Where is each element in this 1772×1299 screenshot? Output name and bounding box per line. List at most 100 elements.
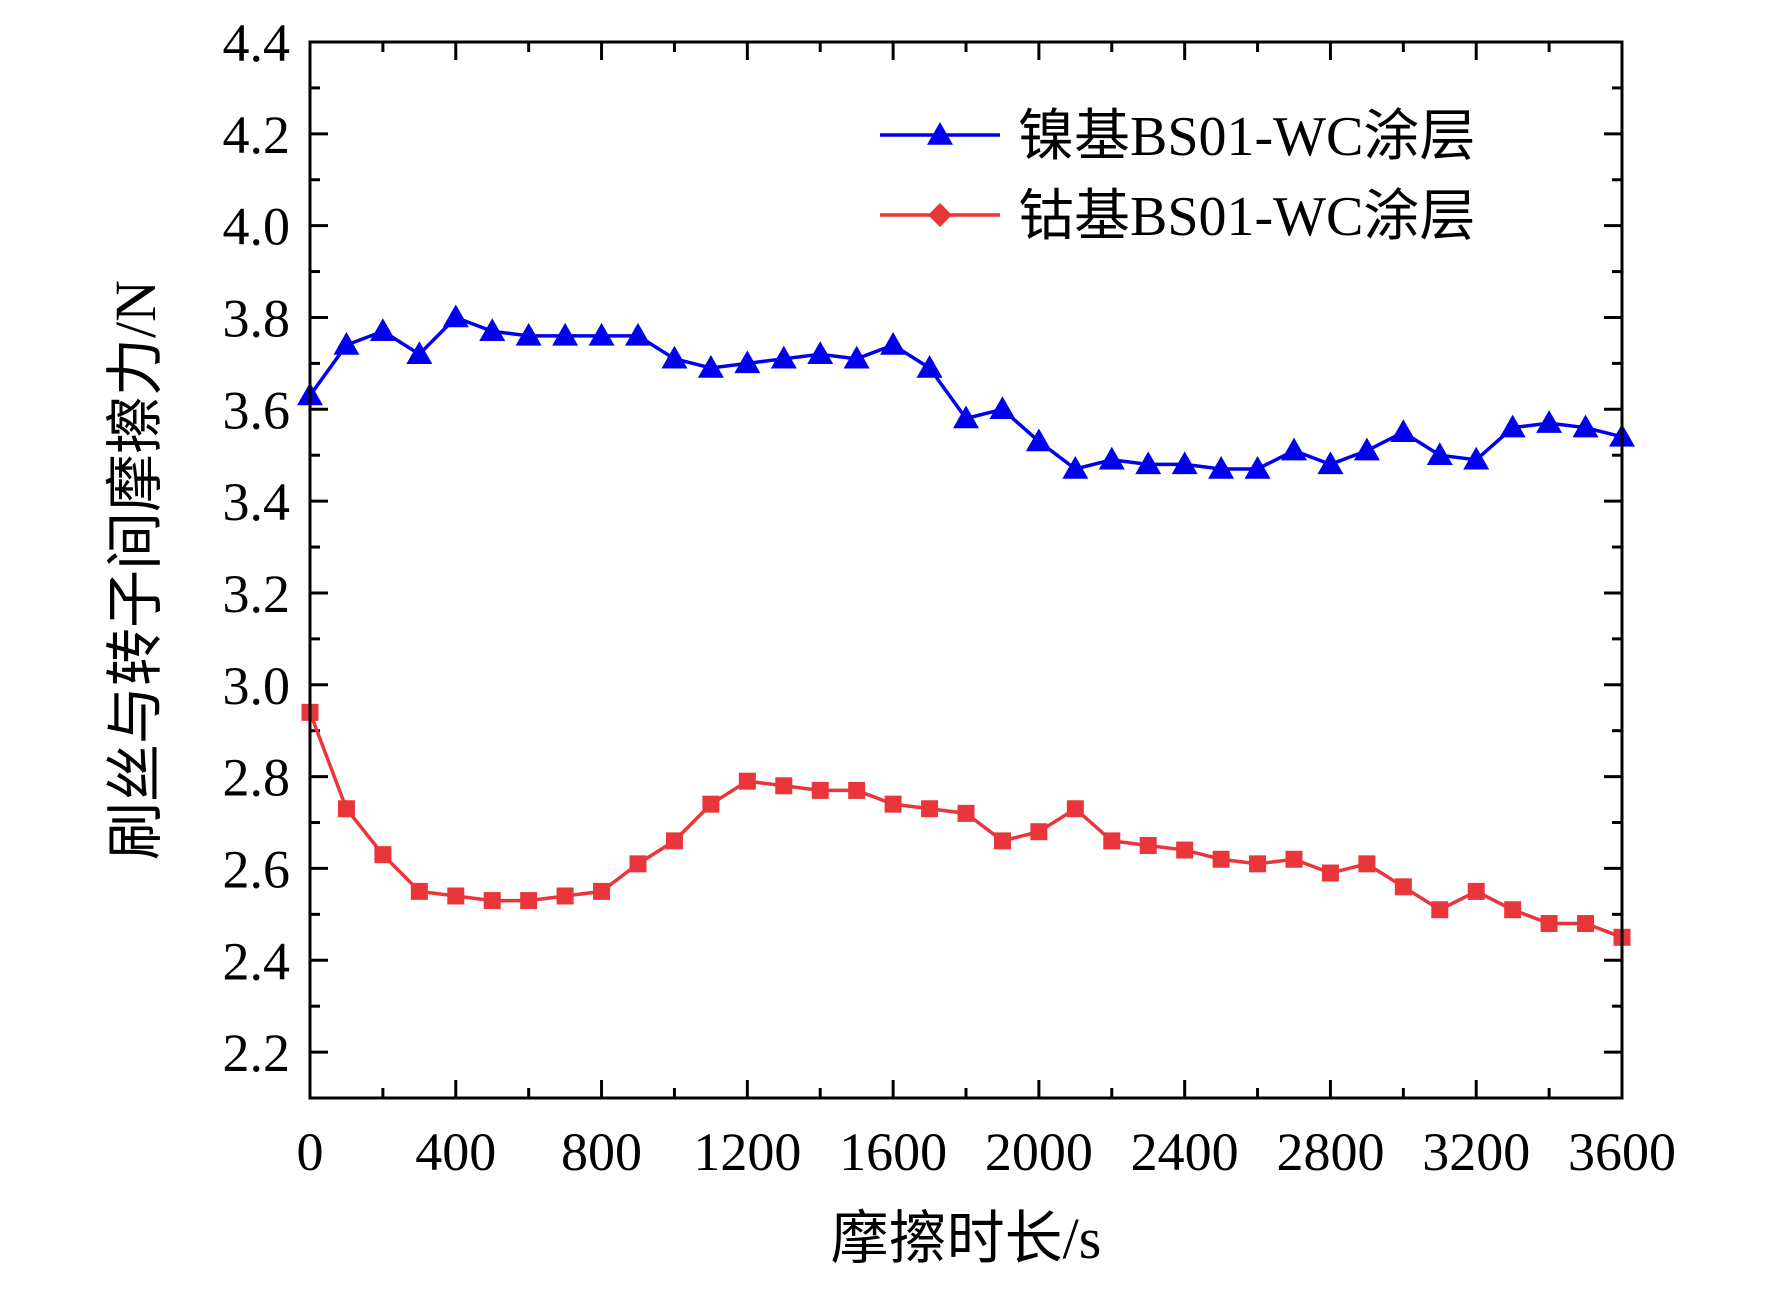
series-1-line bbox=[308, 315, 1623, 471]
axis-ticks bbox=[308, 40, 1624, 1100]
y-tick-label: 4.4 bbox=[223, 13, 291, 73]
x-tick-label: 400 bbox=[415, 1122, 496, 1182]
series-1-point bbox=[770, 345, 797, 369]
series-2-line bbox=[308, 711, 1623, 939]
series-1-point bbox=[1463, 446, 1490, 470]
series-1-point bbox=[1244, 455, 1271, 479]
series-2-point bbox=[1504, 901, 1522, 919]
series-2-point bbox=[1249, 855, 1267, 873]
series-2-point bbox=[921, 800, 939, 818]
series-1-point bbox=[479, 318, 506, 342]
series-1-point bbox=[1208, 455, 1235, 479]
series-2-point bbox=[811, 781, 829, 799]
x-tick-label: 800 bbox=[561, 1122, 642, 1182]
series-1-point bbox=[1572, 414, 1599, 438]
x-tick-label: 1600 bbox=[839, 1122, 947, 1182]
series-1-point bbox=[807, 341, 834, 364]
series-2-point bbox=[1358, 855, 1376, 873]
series-1-point bbox=[1499, 414, 1526, 438]
series-2-point bbox=[593, 882, 611, 900]
series-1-point bbox=[588, 322, 615, 346]
series-1-point bbox=[1062, 455, 1089, 479]
series-2-point bbox=[738, 772, 756, 790]
series-1-point bbox=[734, 350, 761, 374]
series-1-point bbox=[989, 396, 1016, 420]
series-2-point bbox=[848, 781, 866, 799]
x-tick-label: 2000 bbox=[985, 1122, 1093, 1182]
x-tick-label: 2400 bbox=[1131, 1122, 1239, 1182]
y-tick-label: 3.8 bbox=[223, 288, 291, 348]
series-1 bbox=[297, 304, 1635, 479]
x-tick-label: 3600 bbox=[1568, 1122, 1676, 1182]
series-2 bbox=[301, 703, 1631, 946]
y-tick-label: 2.2 bbox=[223, 1023, 291, 1083]
x-tick-label: 0 bbox=[297, 1122, 324, 1182]
series-2-point bbox=[556, 887, 574, 905]
series-1-point bbox=[1135, 451, 1162, 475]
y-tick-label: 4.2 bbox=[223, 105, 291, 165]
series-1-point bbox=[1171, 451, 1198, 475]
series-1-point bbox=[1426, 442, 1453, 465]
series-1-point bbox=[1281, 437, 1307, 461]
series-1-point bbox=[1353, 437, 1380, 461]
y-axis-title: 刷丝与转子间摩擦力/N bbox=[103, 280, 168, 860]
series-2-point bbox=[1066, 800, 1084, 818]
series-2-point bbox=[410, 882, 428, 900]
series-1-point bbox=[697, 354, 724, 378]
series-1-point bbox=[953, 405, 979, 429]
legend-label: 钴基BS01-WC涂层 bbox=[1018, 186, 1475, 248]
series-2-point bbox=[1285, 850, 1303, 868]
series-2-point bbox=[629, 855, 647, 873]
series-2-point bbox=[1139, 836, 1157, 854]
series-1-point bbox=[625, 322, 651, 346]
y-tick-label: 3.4 bbox=[223, 472, 291, 532]
series-1-point bbox=[515, 322, 542, 346]
series-1-point bbox=[442, 304, 469, 328]
series-2-point bbox=[1030, 823, 1048, 841]
x-tick-label: 3200 bbox=[1422, 1122, 1530, 1182]
legend-swatch-marker bbox=[928, 203, 952, 227]
series-1-point bbox=[1098, 446, 1125, 470]
series-2-point bbox=[1467, 882, 1485, 900]
y-tick-labels: 2.2 2.4 2.6 2.8 3.0 3.2 3.4 3.6 3.8 4.0 4.2 4.4 bbox=[223, 13, 291, 1083]
legend-item: 钴基BS01-WC涂层 bbox=[880, 186, 1475, 248]
series-2-point bbox=[1176, 841, 1194, 859]
series-2-point bbox=[1394, 878, 1412, 896]
y-tick-label: 3.2 bbox=[223, 564, 291, 624]
y-tick-label: 3.0 bbox=[223, 656, 291, 716]
series-2-point bbox=[884, 795, 902, 813]
series-1-point bbox=[1025, 428, 1052, 452]
series-1-point bbox=[1317, 451, 1344, 475]
series-layer bbox=[297, 304, 1635, 946]
series-2-point bbox=[775, 777, 793, 795]
legend-label: 镍基BS01-WC涂层 bbox=[1018, 106, 1475, 168]
series-1-point bbox=[661, 345, 688, 369]
y-tick-label: 4.0 bbox=[223, 197, 291, 257]
series-2-point bbox=[483, 892, 501, 910]
series-2-point bbox=[702, 795, 720, 813]
series-2-point bbox=[1321, 864, 1339, 882]
series-1-point bbox=[916, 354, 943, 378]
y-tick-label: 2.4 bbox=[223, 931, 291, 991]
series-2-point bbox=[520, 892, 538, 910]
series-2-point bbox=[993, 832, 1011, 850]
series-1-point bbox=[369, 318, 396, 342]
series-1-point bbox=[843, 345, 870, 369]
series-1-point bbox=[552, 322, 579, 346]
x-tick-label: 2800 bbox=[1276, 1122, 1384, 1182]
x-axis-title: 摩擦时长/s bbox=[831, 1206, 1102, 1271]
y-tick-label: 2.8 bbox=[223, 748, 291, 808]
series-2-point bbox=[665, 832, 683, 850]
series-2-point bbox=[374, 846, 392, 864]
series-2-point bbox=[1577, 915, 1595, 933]
series-1-point bbox=[406, 341, 433, 364]
y-tick-label: 2.6 bbox=[223, 839, 291, 899]
series-2-point bbox=[337, 800, 355, 818]
series-2-point bbox=[1431, 901, 1449, 919]
x-tick-label: 1200 bbox=[693, 1122, 801, 1182]
series-1-point bbox=[1390, 419, 1417, 443]
y-tick-label: 3.6 bbox=[223, 380, 291, 440]
series-2-point bbox=[1103, 832, 1121, 850]
